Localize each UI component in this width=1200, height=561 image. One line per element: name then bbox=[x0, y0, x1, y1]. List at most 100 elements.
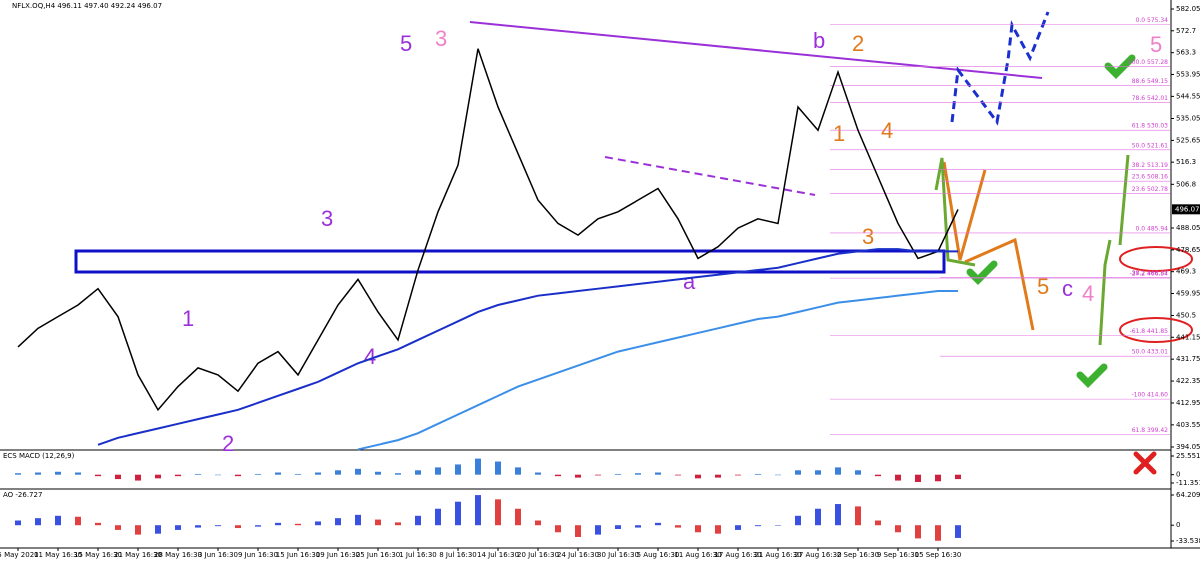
fib-label: -61.8 441.85 bbox=[1130, 328, 1169, 335]
histogram-bar bbox=[815, 470, 821, 475]
histogram-bar bbox=[95, 522, 101, 526]
histogram-bar bbox=[195, 473, 201, 475]
fib-label: 61.8 399.42 bbox=[1132, 427, 1168, 434]
projection-arrow bbox=[950, 11, 1050, 126]
histogram-bar bbox=[295, 523, 301, 526]
histogram-bar bbox=[815, 508, 821, 526]
histogram-bar bbox=[715, 525, 721, 534]
histogram-bar bbox=[835, 504, 841, 526]
histogram-bar bbox=[455, 464, 461, 475]
histogram-bar bbox=[875, 474, 881, 477]
histogram-bar bbox=[895, 525, 901, 533]
last-price-label: 496.07 bbox=[1175, 205, 1200, 213]
histogram-bar bbox=[435, 508, 441, 526]
ao-label: AO -26.727 bbox=[3, 491, 42, 499]
fib-label: 78.6 542.01 bbox=[1132, 95, 1168, 102]
projection-arrow bbox=[1118, 154, 1130, 246]
x-tick-label: 15 Jun 16:30 bbox=[276, 551, 320, 559]
histogram-bar bbox=[615, 473, 621, 475]
histogram-bar bbox=[55, 471, 61, 475]
histogram-bar bbox=[735, 525, 741, 530]
x-tick-label: 28 May 16:30 bbox=[154, 551, 202, 559]
histogram-bar bbox=[755, 473, 761, 475]
wave-label: 2 bbox=[852, 31, 864, 56]
x-tick-label: 14 Jul 16:30 bbox=[477, 551, 519, 559]
y-tick-label: 488.05 bbox=[1176, 224, 1200, 232]
x-tick-label: 9 Sep 16:30 bbox=[877, 551, 919, 559]
highlight-oval bbox=[1119, 246, 1193, 272]
histogram-bar bbox=[415, 515, 421, 526]
histogram-bar bbox=[315, 472, 321, 475]
price-line bbox=[97, 248, 958, 446]
histogram-bar bbox=[335, 470, 341, 475]
histogram-bar bbox=[915, 474, 921, 483]
histogram-bar bbox=[515, 467, 521, 475]
check-mark bbox=[966, 260, 998, 285]
histogram-bar bbox=[655, 472, 661, 475]
histogram-bar bbox=[935, 474, 941, 482]
x-tick-label: 21 May 16:30 bbox=[114, 551, 162, 559]
histogram-bar bbox=[215, 474, 221, 476]
fib-label: 38.2 466.87 bbox=[1132, 270, 1168, 277]
y-tick-label: 525.65 bbox=[1176, 136, 1200, 144]
osc-tick-label: -33.538 bbox=[1176, 537, 1200, 545]
histogram-bar bbox=[495, 461, 501, 475]
histogram-bar bbox=[655, 522, 661, 526]
histogram-bar bbox=[55, 515, 61, 526]
histogram-bar bbox=[615, 525, 621, 529]
y-tick-label: 431.75 bbox=[1176, 355, 1200, 363]
price-line bbox=[357, 290, 958, 451]
histogram-bar bbox=[435, 467, 441, 475]
histogram-bar bbox=[915, 525, 921, 539]
x-tick-label: 30 Jul 16:30 bbox=[597, 551, 639, 559]
x-tick-label: 11 Aug 16:30 bbox=[674, 551, 721, 559]
x-tick-label: 15 Sep 16:30 bbox=[915, 551, 962, 559]
fib-label: 100.0 557.28 bbox=[1128, 59, 1168, 66]
histogram-bar bbox=[75, 472, 81, 475]
histogram-bar bbox=[935, 525, 941, 541]
wave-label: 1 bbox=[182, 306, 194, 331]
fib-label: 38.2 513.19 bbox=[1132, 162, 1168, 169]
histogram-bar bbox=[15, 520, 21, 526]
x-tick-label: 25 Jun 16:30 bbox=[356, 551, 400, 559]
x-tick-label: 11 May 16:30 bbox=[34, 551, 82, 559]
histogram-bar bbox=[455, 501, 461, 526]
histogram-bar bbox=[635, 473, 641, 475]
price-line bbox=[17, 48, 959, 412]
histogram-bar bbox=[195, 525, 201, 528]
histogram-bar bbox=[395, 522, 401, 526]
histogram-bar bbox=[775, 525, 781, 526]
histogram-bar bbox=[575, 525, 581, 537]
x-tick-label: 2 Sep 16:30 bbox=[837, 551, 879, 559]
y-tick-label: 582.05 bbox=[1176, 5, 1200, 13]
histogram-bar bbox=[535, 472, 541, 475]
histogram-bar bbox=[255, 473, 261, 475]
histogram-bar bbox=[75, 516, 81, 526]
y-tick-label: 450.5 bbox=[1176, 311, 1196, 319]
histogram-bar bbox=[155, 525, 161, 534]
histogram-bar bbox=[555, 474, 561, 477]
check-mark bbox=[1104, 54, 1136, 79]
histogram-bar bbox=[275, 522, 281, 526]
y-tick-label: 535.05 bbox=[1176, 115, 1200, 123]
projection-arrow bbox=[1098, 239, 1112, 346]
histogram-bar bbox=[155, 474, 161, 479]
histogram-bar bbox=[795, 470, 801, 475]
histogram-bar bbox=[175, 474, 181, 477]
osc-tick-label: -11.3512 bbox=[1176, 479, 1200, 487]
trend-line bbox=[469, 21, 1043, 79]
fib-label: 61.8 530.03 bbox=[1132, 123, 1168, 130]
histogram-bar bbox=[515, 508, 521, 526]
histogram-bar bbox=[35, 472, 41, 475]
histogram-bar bbox=[15, 473, 21, 475]
histogram-bar bbox=[755, 525, 761, 527]
histogram-bar bbox=[215, 525, 221, 527]
y-tick-label: 506.8 bbox=[1176, 180, 1196, 188]
histogram-bar bbox=[675, 474, 681, 476]
x-tick-label: 21 Aug 16:30 bbox=[754, 551, 801, 559]
cross-mark bbox=[1133, 451, 1157, 475]
highlight-oval bbox=[1119, 317, 1193, 343]
macd-label: ECS MACD (12,26,9) bbox=[3, 452, 75, 460]
histogram-bar bbox=[35, 518, 41, 526]
